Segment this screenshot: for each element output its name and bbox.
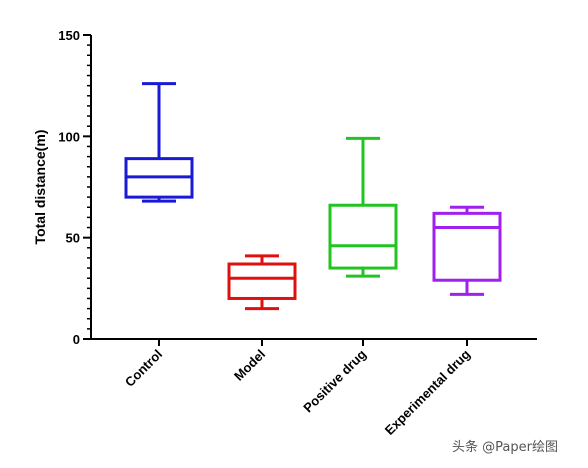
iqr-box: [227, 262, 297, 300]
box-positive-drug: [328, 136, 398, 278]
watermark-text: 头条 @Paper绘图: [452, 440, 558, 455]
y-tick-label: 100: [58, 129, 80, 144]
iqr-box: [328, 203, 398, 270]
iqr-box: [432, 211, 502, 282]
chart-axes: [83, 34, 537, 346]
box-model: [227, 254, 297, 311]
y-tick-label: 50: [66, 231, 80, 246]
x-tick-label: Experimental drug: [382, 346, 473, 437]
box-control: [124, 82, 194, 203]
box-experimental-drug: [432, 205, 502, 296]
x-tick-label: Positive drug: [300, 346, 369, 415]
y-tick-label: 150: [58, 28, 80, 43]
chart-boxes: [124, 82, 502, 311]
y-axis-title: Total distance(m): [32, 130, 48, 245]
x-tick-label: Control: [122, 347, 165, 390]
y-tick-label: 0: [73, 332, 80, 347]
chart-labels: 0 50 100 150 Control Model Positive drug Experi…: [32, 28, 473, 438]
x-tick-label: Model: [231, 347, 268, 384]
